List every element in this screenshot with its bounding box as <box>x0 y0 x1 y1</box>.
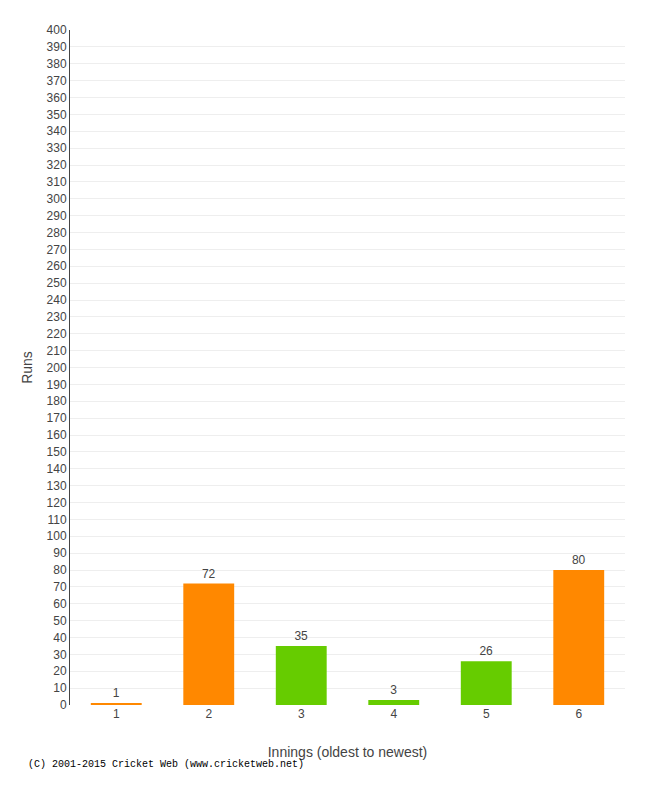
svg-text:26: 26 <box>479 644 493 658</box>
svg-text:110: 110 <box>47 513 66 527</box>
svg-text:6: 6 <box>575 707 582 721</box>
svg-text:160: 160 <box>47 428 67 442</box>
svg-text:130: 130 <box>47 479 67 493</box>
svg-text:50: 50 <box>53 614 67 628</box>
svg-text:170: 170 <box>47 411 67 425</box>
svg-text:5: 5 <box>483 707 490 721</box>
svg-text:0: 0 <box>60 698 67 712</box>
svg-text:270: 270 <box>47 243 67 257</box>
svg-text:380: 380 <box>47 57 67 71</box>
svg-text:35: 35 <box>294 629 308 643</box>
svg-text:1: 1 <box>113 707 120 721</box>
svg-text:2: 2 <box>205 707 212 721</box>
svg-text:80: 80 <box>572 553 586 567</box>
svg-text:400: 400 <box>47 23 67 37</box>
svg-text:350: 350 <box>47 108 67 122</box>
svg-text:Innings (oldest to newest): Innings (oldest to newest) <box>268 744 428 760</box>
svg-text:190: 190 <box>47 378 67 392</box>
svg-text:320: 320 <box>47 158 67 172</box>
svg-text:90: 90 <box>53 546 67 560</box>
svg-text:360: 360 <box>47 91 67 105</box>
svg-text:240: 240 <box>47 293 67 307</box>
svg-text:340: 340 <box>47 124 67 138</box>
svg-text:150: 150 <box>47 445 67 459</box>
svg-text:230: 230 <box>47 310 67 324</box>
svg-text:3: 3 <box>390 683 397 697</box>
svg-text:Runs: Runs <box>19 351 35 384</box>
svg-text:(C) 2001-2015 Cricket Web (www: (C) 2001-2015 Cricket Web (www.cricketwe… <box>28 759 304 770</box>
svg-text:1: 1 <box>113 686 120 700</box>
svg-text:140: 140 <box>47 462 67 476</box>
svg-text:40: 40 <box>53 631 67 645</box>
svg-text:60: 60 <box>53 597 67 611</box>
svg-text:300: 300 <box>47 192 67 206</box>
svg-text:390: 390 <box>47 40 67 54</box>
svg-text:260: 260 <box>47 259 67 273</box>
svg-text:330: 330 <box>47 141 67 155</box>
svg-text:280: 280 <box>47 226 67 240</box>
svg-text:80: 80 <box>53 563 67 577</box>
svg-text:290: 290 <box>47 209 67 223</box>
svg-text:370: 370 <box>47 74 67 88</box>
svg-text:220: 220 <box>47 327 67 341</box>
svg-text:100: 100 <box>47 529 67 543</box>
svg-text:200: 200 <box>47 361 67 375</box>
svg-text:70: 70 <box>53 580 67 594</box>
svg-text:310: 310 <box>47 175 67 189</box>
svg-text:120: 120 <box>47 496 67 510</box>
svg-text:210: 210 <box>47 344 67 358</box>
svg-text:20: 20 <box>53 664 67 678</box>
svg-text:4: 4 <box>390 707 397 721</box>
svg-text:10: 10 <box>53 681 67 695</box>
svg-text:30: 30 <box>53 648 67 662</box>
svg-text:72: 72 <box>202 567 216 581</box>
svg-text:250: 250 <box>47 276 67 290</box>
svg-text:3: 3 <box>298 707 305 721</box>
svg-text:180: 180 <box>47 394 67 408</box>
